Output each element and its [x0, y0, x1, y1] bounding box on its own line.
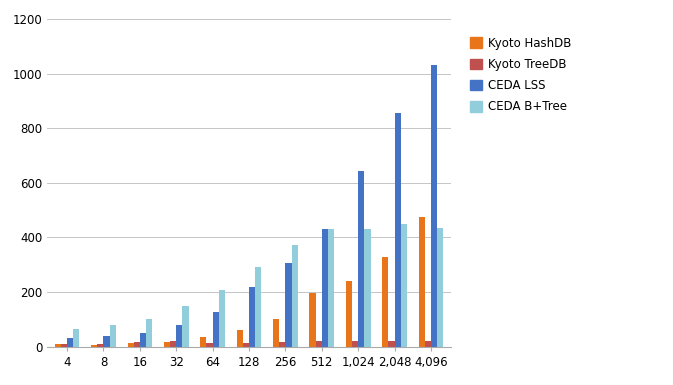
- Bar: [400, 224, 407, 346]
- Bar: [291, 245, 297, 346]
- Bar: [352, 340, 358, 346]
- Bar: [170, 341, 176, 346]
- Bar: [431, 65, 437, 346]
- Bar: [213, 312, 219, 346]
- Bar: [207, 343, 213, 346]
- Bar: [394, 112, 400, 346]
- Bar: [358, 171, 364, 346]
- Bar: [176, 325, 182, 346]
- Bar: [285, 263, 291, 346]
- Bar: [249, 287, 255, 346]
- Bar: [55, 344, 61, 346]
- Bar: [364, 229, 371, 346]
- Bar: [104, 336, 110, 346]
- Bar: [382, 256, 388, 346]
- Bar: [237, 330, 243, 346]
- Bar: [67, 338, 73, 346]
- Bar: [425, 340, 431, 346]
- Bar: [134, 342, 140, 346]
- Bar: [255, 267, 261, 346]
- Bar: [110, 325, 116, 346]
- Bar: [310, 293, 316, 346]
- Bar: [61, 344, 67, 346]
- Bar: [328, 229, 334, 346]
- Bar: [201, 337, 207, 346]
- Bar: [146, 319, 152, 346]
- Bar: [127, 343, 134, 346]
- Bar: [91, 345, 98, 346]
- Bar: [316, 340, 322, 346]
- Bar: [437, 228, 444, 346]
- Bar: [279, 341, 285, 346]
- Bar: [219, 290, 225, 346]
- Bar: [182, 306, 188, 346]
- Bar: [164, 341, 170, 346]
- Bar: [140, 333, 146, 346]
- Legend: Kyoto HashDB, Kyoto TreeDB, CEDA LSS, CEDA B+Tree: Kyoto HashDB, Kyoto TreeDB, CEDA LSS, CE…: [470, 37, 571, 114]
- Bar: [346, 281, 352, 347]
- Bar: [419, 217, 425, 346]
- Bar: [73, 329, 79, 347]
- Bar: [273, 319, 279, 346]
- Bar: [388, 340, 394, 346]
- Bar: [243, 343, 249, 346]
- Bar: [322, 229, 328, 346]
- Bar: [98, 344, 104, 346]
